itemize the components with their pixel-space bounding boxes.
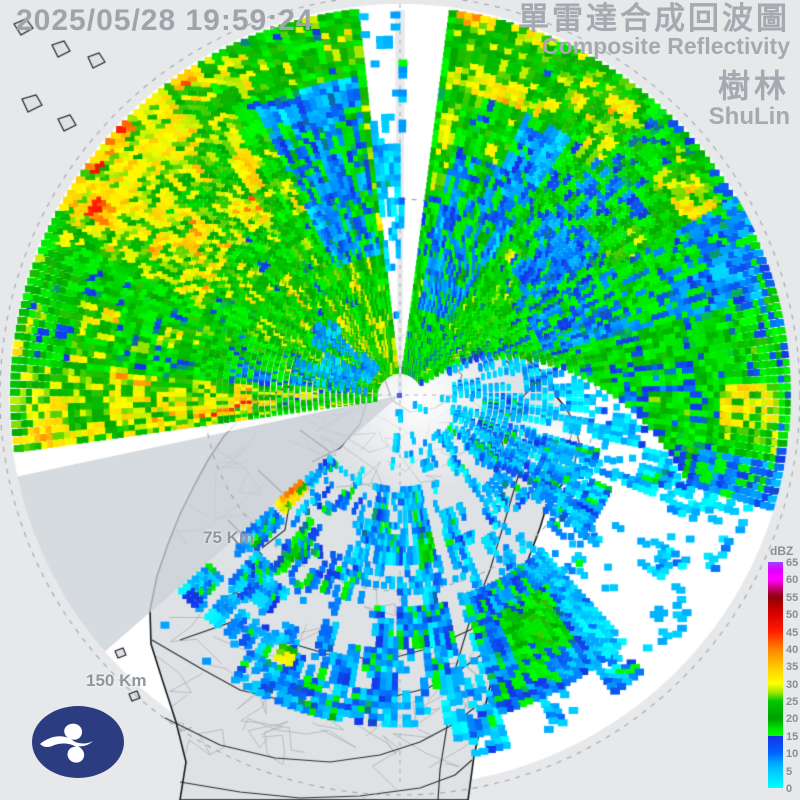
- dbz-tick-50: 50: [786, 609, 799, 622]
- timestamp: 2025/05/28 19:59:24: [16, 4, 314, 37]
- dbz-tick-55: 55: [786, 591, 799, 604]
- cwb-logo: [32, 706, 124, 778]
- dbz-tick-65: 65: [786, 557, 799, 569]
- dbz-tick-45: 45: [786, 626, 799, 639]
- dbz-tick-30: 30: [786, 678, 799, 691]
- dbz-color-scale: [768, 562, 783, 788]
- dbz-tick-25: 25: [786, 696, 799, 709]
- dbz-tick-40: 40: [786, 643, 799, 656]
- dbz-tick-15: 15: [786, 730, 799, 743]
- dbz-tick-0: 0: [786, 783, 793, 795]
- dbz-tick-35: 35: [786, 661, 799, 674]
- dbz-unit-label: dBZ: [770, 544, 794, 558]
- dbz-colorbar: dBZ 65 60 55 50 45 40 35 30 25 20 15 10 5 0: [762, 544, 800, 796]
- dbz-tick-20: 20: [786, 713, 799, 726]
- station-name-en: ShuLin: [708, 102, 790, 130]
- dbz-tick-5: 5: [786, 765, 793, 778]
- title-block: 單雷達合成回波圖 Composite Reflectivity 樹林 ShuLi…: [518, 1, 790, 130]
- range-ring-label-75km: 75 Km: [203, 528, 255, 547]
- dbz-tick-10: 10: [786, 748, 799, 761]
- product-title-zh: 單雷達合成回波圖: [518, 1, 790, 36]
- dbz-tick-60: 60: [786, 574, 799, 587]
- range-ring-label-150km: 150 Km: [86, 671, 147, 690]
- product-title-en: Composite Reflectivity: [542, 33, 790, 60]
- station-name-zh: 樹林: [717, 68, 790, 105]
